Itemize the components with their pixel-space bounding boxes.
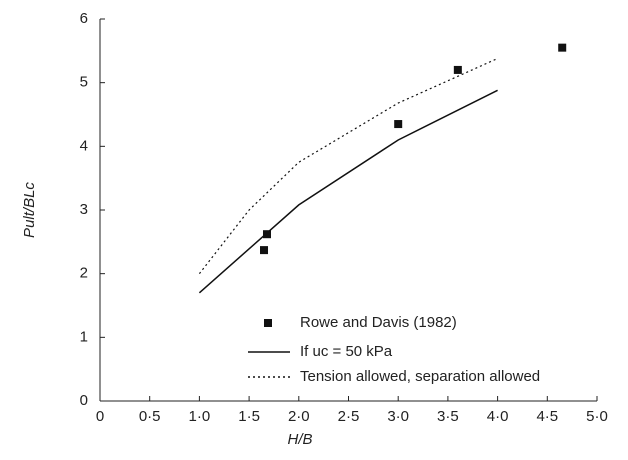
- x-tick-label: 4·0: [487, 408, 509, 425]
- legend-label: If uc = 50 kPa: [300, 343, 393, 360]
- y-tick-label: 3: [80, 201, 88, 218]
- x-tick-label: 3·0: [387, 408, 409, 425]
- data-point: [558, 43, 567, 52]
- legend-label: Rowe and Davis (1982): [300, 314, 457, 331]
- x-tick-label: 4·5: [536, 408, 558, 425]
- x-tick-label: 3·5: [437, 408, 459, 425]
- y-tick-label: 2: [80, 265, 88, 282]
- y-tick-label: 4: [80, 137, 88, 154]
- x-tick-label: 5·0: [586, 408, 608, 425]
- y-tick-label: 5: [80, 74, 88, 91]
- data-point: [260, 246, 269, 255]
- legend-marker: [264, 319, 272, 327]
- x-tick-label: 1·0: [189, 408, 211, 425]
- series-line: [198, 57, 498, 275]
- series-line: [198, 89, 498, 294]
- data-point: [394, 120, 403, 129]
- x-tick-label: 2·5: [338, 408, 360, 425]
- x-tick-label: 2·0: [288, 408, 310, 425]
- x-axis-label: H/B: [287, 431, 312, 448]
- y-tick-label: 1: [80, 328, 88, 345]
- data-point: [453, 65, 462, 74]
- y-tick-label: 6: [80, 10, 88, 27]
- x-tick-label: 0: [96, 408, 104, 425]
- x-tick-label: 0·5: [139, 408, 161, 425]
- legend-label: Tension allowed, separation allowed: [300, 368, 540, 385]
- data-point: [262, 230, 271, 239]
- y-tick-label: 0: [80, 392, 88, 409]
- y-axis-label: Pult/BLc: [21, 182, 38, 238]
- x-tick-label: 1·5: [238, 408, 260, 425]
